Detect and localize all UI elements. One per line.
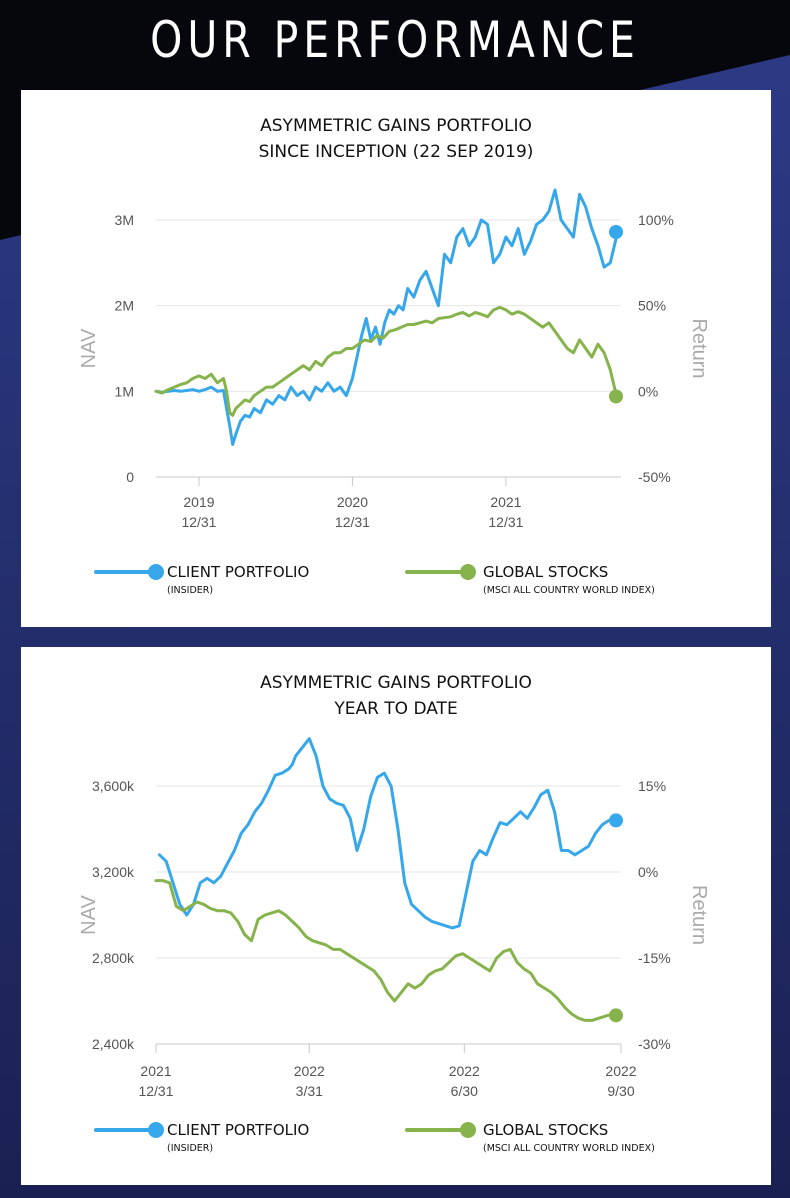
y2-tick-label: 15%: [638, 778, 666, 794]
y-axis-title: NAV: [78, 328, 100, 368]
y2-axis-title: Return: [688, 318, 710, 378]
y-tick-label: 3,200k: [92, 864, 135, 880]
y-tick-label: 0: [126, 469, 134, 485]
legend-client-line: [94, 570, 154, 574]
legend-global-label: GLOBAL STOCKS: [483, 1121, 609, 1139]
end-marker-client: [609, 813, 623, 828]
legend-client-marker: [148, 1122, 164, 1138]
x-tick-label: 2019: [183, 494, 214, 510]
line-chart: 2,400k 2,800k 3,200k 3,600k -30% -15% 0% 15% NAV…: [78, 737, 710, 1099]
line-chart: 0 1M 2M 3M -50% 0% 50% 100% NAV Return 2019 12/31 20…: [78, 188, 710, 530]
chart-panel-year-to-date: ASYMMETRIC GAINS PORTFOLIO YEAR TO DATE …: [21, 647, 771, 1185]
legend-client-sub: (INSIDER): [167, 1143, 214, 1154]
y2-tick-label: -30%: [638, 1036, 671, 1052]
y2-axis-title: Return: [688, 885, 710, 945]
y-tick-label: 2M: [115, 298, 134, 314]
legend-global-line: [405, 1128, 465, 1132]
y2-tick-label: -15%: [638, 950, 671, 966]
end-marker-global: [609, 389, 623, 404]
chart-panel-since-inception: ASYMMETRIC GAINS PORTFOLIO SINCE INCEPTI…: [21, 90, 771, 627]
chart-title: ASYMMETRIC GAINS PORTFOLIO: [260, 116, 532, 136]
legend-client-line: [94, 1128, 154, 1132]
y2-tick-label: 100%: [638, 212, 674, 228]
y-axis-title: NAV: [78, 895, 100, 935]
chart-title: ASYMMETRIC GAINS PORTFOLIO: [260, 673, 532, 693]
series-line-client-portfolio: [157, 737, 623, 930]
x-tick-label: 2022: [449, 1063, 480, 1079]
chart-subtitle: SINCE INCEPTION (22 SEP 2019): [258, 142, 534, 162]
legend-global-marker: [460, 564, 476, 580]
x-tick-label: 2021: [490, 494, 521, 510]
legend-client-label: CLIENT PORTFOLIO: [167, 1121, 310, 1139]
chart-subtitle: YEAR TO DATE: [334, 699, 458, 719]
x-tick-label: 2022: [294, 1063, 325, 1079]
x-tick-label: 12/31: [335, 514, 370, 530]
legend-global-sub: (MSCI ALL COUNTRY WORLD INDEX): [483, 1143, 655, 1154]
x-tick-label: 9/30: [607, 1083, 634, 1099]
x-tick-label: 12/31: [488, 514, 523, 530]
x-tick-label: 2022: [605, 1063, 636, 1079]
series-line-global-stocks: [154, 305, 618, 417]
legend-global-line: [405, 570, 465, 574]
legend-client-label: CLIENT PORTFOLIO: [167, 563, 310, 581]
y-tick-label: 3,600k: [92, 778, 135, 794]
y2-tick-label: -50%: [638, 469, 671, 485]
y-tick-label: 3M: [115, 212, 134, 228]
series-line-global-stocks: [154, 879, 623, 1022]
legend-client-marker: [148, 564, 164, 580]
y2-tick-label: 0%: [638, 383, 658, 399]
y-tick-label: 2,800k: [92, 950, 135, 966]
page-title: OUR PERFORMANCE: [150, 11, 640, 69]
x-tick-label: 6/30: [451, 1083, 478, 1099]
y-tick-label: 1M: [115, 383, 134, 399]
legend-global-marker: [460, 1122, 476, 1138]
end-marker-global: [609, 1008, 623, 1023]
legend-global-label: GLOBAL STOCKS: [483, 563, 609, 581]
x-tick-label: 12/31: [181, 514, 216, 530]
y-tick-label: 2,400k: [92, 1036, 135, 1052]
x-tick-label: 3/31: [296, 1083, 323, 1099]
legend-global-sub: (MSCI ALL COUNTRY WORLD INDEX): [483, 585, 655, 596]
legend-client-sub: (INSIDER): [167, 585, 214, 596]
x-tick-label: 2020: [337, 494, 368, 510]
x-tick-label: 2021: [140, 1063, 171, 1079]
y2-tick-label: 0%: [638, 864, 658, 880]
x-tick-label: 12/31: [138, 1083, 173, 1099]
end-marker-client: [609, 224, 623, 239]
series-line-client-portfolio: [154, 188, 618, 446]
y2-tick-label: 50%: [638, 298, 666, 314]
